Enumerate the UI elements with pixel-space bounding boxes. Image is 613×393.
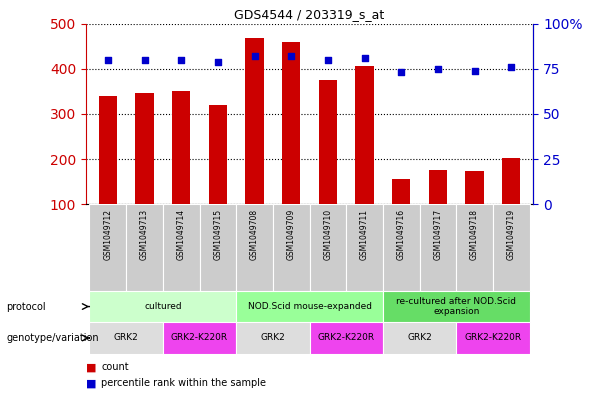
Text: GSM1049713: GSM1049713 xyxy=(140,209,149,260)
Text: GRK2: GRK2 xyxy=(114,334,139,342)
Point xyxy=(213,59,223,65)
Text: cultured: cultured xyxy=(144,302,181,311)
Text: genotype/variation: genotype/variation xyxy=(6,333,99,343)
Text: GRK2-K220R: GRK2-K220R xyxy=(465,334,522,342)
Bar xyxy=(89,322,163,354)
Text: GSM1049710: GSM1049710 xyxy=(324,209,332,260)
Bar xyxy=(310,322,383,354)
Bar xyxy=(273,204,310,291)
Bar xyxy=(208,105,227,204)
Text: ■: ■ xyxy=(86,378,96,388)
Point xyxy=(433,66,443,72)
Bar xyxy=(163,204,199,291)
Text: count: count xyxy=(101,362,129,373)
Bar xyxy=(89,204,126,291)
Point xyxy=(103,57,113,63)
Bar xyxy=(245,39,264,204)
Text: protocol: protocol xyxy=(6,301,46,312)
Text: GSM1049718: GSM1049718 xyxy=(470,209,479,260)
Bar xyxy=(346,204,383,291)
Text: GRK2-K220R: GRK2-K220R xyxy=(318,334,375,342)
Point xyxy=(397,69,406,75)
Bar xyxy=(282,42,300,204)
Bar xyxy=(383,322,456,354)
Bar xyxy=(172,91,191,204)
Bar xyxy=(89,291,236,322)
Bar xyxy=(493,204,530,291)
Bar xyxy=(456,322,530,354)
Text: GSM1049715: GSM1049715 xyxy=(213,209,223,260)
Point xyxy=(360,55,370,61)
Bar xyxy=(383,291,530,322)
Text: GSM1049709: GSM1049709 xyxy=(287,209,295,260)
Bar xyxy=(502,158,520,204)
Bar xyxy=(135,93,154,204)
Bar xyxy=(310,204,346,291)
Text: percentile rank within the sample: percentile rank within the sample xyxy=(101,378,266,388)
Bar xyxy=(99,96,117,204)
Bar xyxy=(319,80,337,204)
Text: GSM1049708: GSM1049708 xyxy=(250,209,259,260)
Bar xyxy=(392,179,411,204)
Point xyxy=(140,57,150,63)
Bar xyxy=(383,204,420,291)
Text: GRK2: GRK2 xyxy=(407,334,432,342)
Text: GSM1049711: GSM1049711 xyxy=(360,209,369,260)
Bar xyxy=(163,322,236,354)
Text: GRK2-K220R: GRK2-K220R xyxy=(171,334,228,342)
Text: GSM1049712: GSM1049712 xyxy=(104,209,112,260)
Text: GSM1049717: GSM1049717 xyxy=(433,209,443,260)
Text: GSM1049719: GSM1049719 xyxy=(507,209,516,260)
Title: GDS4544 / 203319_s_at: GDS4544 / 203319_s_at xyxy=(234,8,385,21)
Text: NOD.Scid mouse-expanded: NOD.Scid mouse-expanded xyxy=(248,302,371,311)
Text: re-cultured after NOD.Scid
expansion: re-cultured after NOD.Scid expansion xyxy=(396,297,516,316)
Text: GSM1049716: GSM1049716 xyxy=(397,209,406,260)
Point xyxy=(470,68,479,74)
Point xyxy=(249,53,259,59)
Point xyxy=(177,57,186,63)
Bar xyxy=(236,322,310,354)
Bar xyxy=(126,204,163,291)
Bar xyxy=(236,291,383,322)
Point xyxy=(506,64,516,70)
Bar xyxy=(420,204,456,291)
Bar xyxy=(428,169,447,204)
Bar xyxy=(456,204,493,291)
Bar xyxy=(356,66,374,204)
Text: ■: ■ xyxy=(86,362,96,373)
Point xyxy=(286,53,296,59)
Text: GRK2: GRK2 xyxy=(261,334,285,342)
Bar xyxy=(236,204,273,291)
Text: GSM1049714: GSM1049714 xyxy=(177,209,186,260)
Bar xyxy=(465,171,484,204)
Bar xyxy=(199,204,236,291)
Point xyxy=(323,57,333,63)
